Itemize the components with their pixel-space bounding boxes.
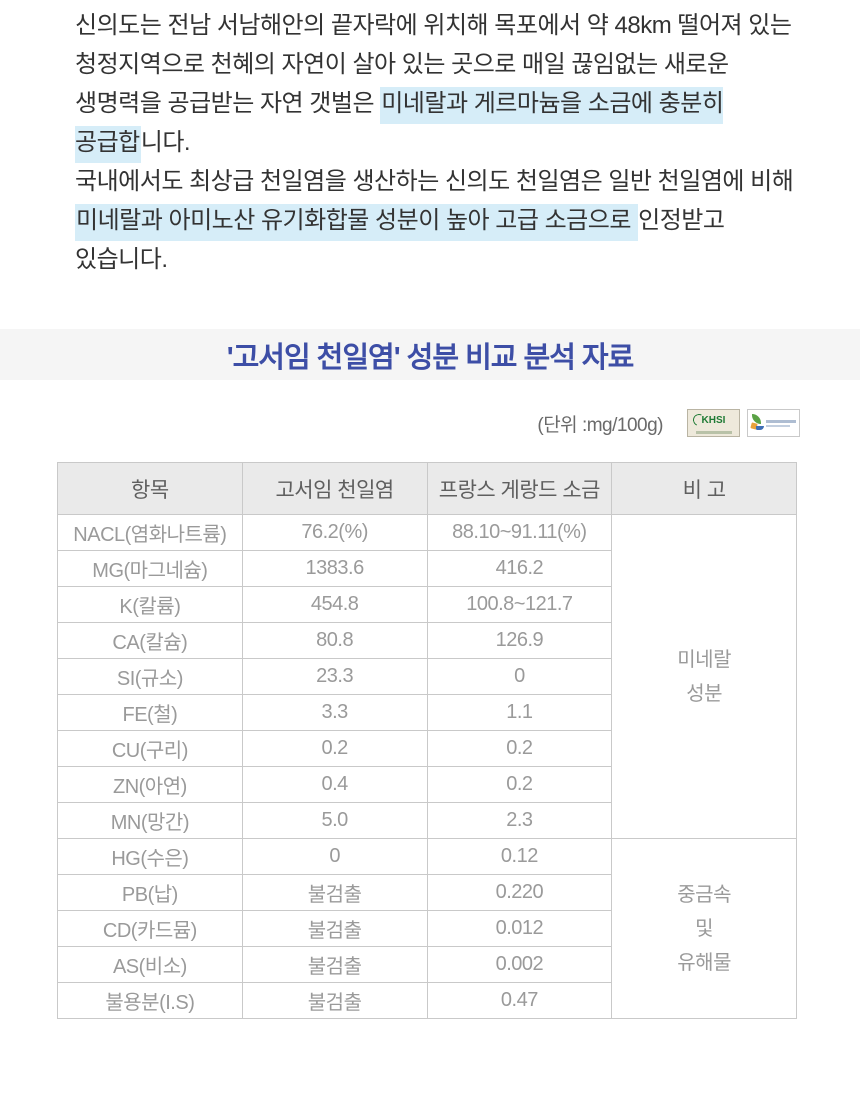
guerande-cell: 0: [426, 658, 613, 695]
remark-line: 중금속: [677, 883, 731, 906]
goseoim-cell: 불검출: [241, 910, 428, 947]
intro-text: 니다.: [140, 129, 191, 156]
remark-line: 유해물: [677, 951, 731, 974]
certification-badges: KHSI: [687, 409, 800, 437]
item-cell: K(칼륨): [57, 586, 243, 623]
guerande-cell: 0.002: [426, 946, 613, 983]
intro-sentence-2: 국내에서도 최상급 천일염을 생산하는 신의도 천일염은 일반 천일염에 비해 …: [75, 162, 816, 279]
item-cell: FE(철): [57, 694, 243, 731]
item-cell: 불용분(I.S): [57, 982, 243, 1019]
table-row: K(칼륨) 454.8 100.8~121.7: [57, 586, 797, 623]
intro-text: 신의도는 전남 서남해안의 끝자락에 위치해 목포에서 약 48km 떨어져 있…: [75, 12, 792, 117]
remark-line: 미네랄: [677, 648, 731, 671]
goseoim-cell: 76.2(%): [241, 514, 428, 551]
header-guerande: 프랑스 게랑드 소금: [426, 462, 613, 515]
table-row: 불용분(I.S) 불검출 0.47: [57, 982, 797, 1019]
section-title-band: '고서임 천일염' 성분 비교 분석 자료: [0, 329, 860, 380]
item-cell: CA(칼슘): [57, 622, 243, 659]
table-header-row: 항목 고서임 천일염 프랑스 게랑드 소금 비 고: [57, 462, 797, 515]
item-cell: ZN(아연): [57, 766, 243, 803]
goseoim-cell: 5.0: [241, 802, 428, 839]
item-cell: CU(구리): [57, 730, 243, 767]
comparison-table: 항목 고서임 천일염 프랑스 게랑드 소금 비 고 NACL(염화나트륨) 76…: [57, 462, 797, 1019]
intro-text: 인정받고 있습니다.: [75, 207, 725, 273]
item-cell: NACL(염화나트륨): [57, 514, 243, 551]
table-meta-row: (단위 :mg/100g) KHSI: [0, 408, 860, 438]
table-row: SI(규소) 23.3 0: [57, 658, 797, 695]
goseoim-cell: 80.8: [241, 622, 428, 659]
item-cell: MN(망간): [57, 802, 243, 839]
table-row: AS(비소) 불검출 0.002: [57, 946, 797, 983]
khsi-subtext-line: [695, 430, 732, 434]
guerande-cell: 100.8~121.7: [426, 586, 613, 623]
item-cell: PB(납): [57, 874, 243, 911]
certification-logo-badge: [747, 409, 800, 437]
remark-heavy-metal-cell: 중금속 및 유해물: [611, 838, 797, 1019]
guerande-cell: 126.9: [426, 622, 613, 659]
khsi-certification-badge: KHSI: [687, 409, 740, 437]
table-row: HG(수은) 0 0.12 중금속 및 유해물: [57, 838, 797, 1019]
intro-text: 국내에서도 최상급 천일염을 생산하는 신의도 천일염은 일반 천일염에 비해: [75, 168, 794, 195]
remark-line: 성분: [686, 682, 723, 705]
header-item: 항목: [57, 462, 243, 515]
table-row: NACL(염화나트륨) 76.2(%) 88.10~91.11(%) 미네랄 성…: [57, 514, 797, 839]
intro-paragraph: 신의도는 전남 서남해안의 끝자락에 위치해 목포에서 약 48km 떨어져 있…: [0, 0, 860, 279]
guerande-cell: 0.12: [426, 838, 613, 875]
guerande-cell: 0.47: [426, 982, 613, 1019]
goseoim-cell: 불검출: [241, 982, 428, 1019]
certification-text-lines: [766, 419, 796, 427]
header-goseoim: 고서임 천일염: [241, 462, 428, 515]
goseoim-cell: 454.8: [241, 586, 428, 623]
item-cell: CD(카드뮴): [57, 910, 243, 947]
remark-line: 및: [695, 917, 714, 940]
guerande-cell: 0.2: [426, 730, 613, 767]
khsi-logo-text: KHSI: [690, 411, 725, 428]
goseoim-cell: 1383.6: [241, 550, 428, 587]
goseoim-cell: 0.2: [241, 730, 428, 767]
header-remark: 비 고: [611, 462, 797, 515]
guerande-cell: 1.1: [426, 694, 613, 731]
goseoim-cell: 23.3: [241, 658, 428, 695]
guerande-cell: 416.2: [426, 550, 613, 587]
highlighted-text: 미네랄과 아미노산 유기화합물 성분이 높아 고급 소금으로: [75, 204, 639, 241]
comparison-table-wrap: 항목 고서임 천일염 프랑스 게랑드 소금 비 고 NACL(염화나트륨) 76…: [57, 462, 860, 1019]
item-cell: AS(비소): [57, 946, 243, 983]
section-title: '고서임 천일염' 성분 비교 분석 자료: [226, 341, 635, 374]
table-row: CA(칼슘) 80.8 126.9: [57, 622, 797, 659]
intro-sentence-1: 신의도는 전남 서남해안의 끝자락에 위치해 목포에서 약 48km 떨어져 있…: [75, 6, 816, 163]
item-cell: MG(마그네슘): [57, 550, 243, 587]
guerande-cell: 0.220: [426, 874, 613, 911]
item-cell: SI(규소): [57, 658, 243, 695]
table-row: MG(마그네슘) 1383.6 416.2: [57, 550, 797, 587]
table-row: PB(납) 불검출 0.220: [57, 874, 797, 911]
goseoim-cell: 불검출: [241, 946, 428, 983]
goseoim-cell: 0: [241, 838, 428, 875]
guerande-cell: 2.3: [426, 802, 613, 839]
goseoim-cell: 3.3: [241, 694, 428, 731]
table-row: CD(카드뮴) 불검출 0.012: [57, 910, 797, 947]
certification-leaf-icon: [750, 414, 764, 432]
goseoim-cell: 0.4: [241, 766, 428, 803]
guerande-cell: 0.012: [426, 910, 613, 947]
guerande-cell: 88.10~91.11(%): [426, 514, 613, 551]
remark-mineral-cell: 미네랄 성분: [611, 514, 797, 839]
guerande-cell: 0.2: [426, 766, 613, 803]
unit-label: (단위 :mg/100g): [537, 414, 663, 436]
goseoim-cell: 불검출: [241, 874, 428, 911]
item-cell: HG(수은): [57, 838, 243, 875]
